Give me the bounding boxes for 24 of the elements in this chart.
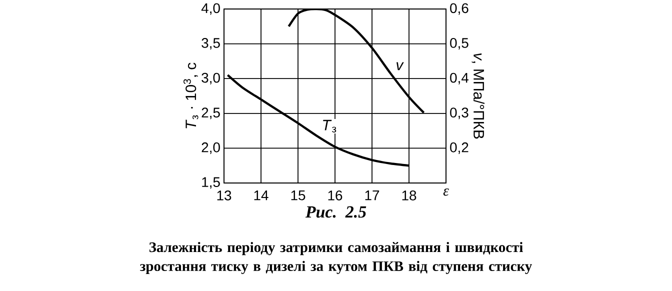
y2-axis-title: v, МПа/°ПКВ [472, 53, 484, 139]
x-tick-label: 16 [328, 190, 342, 200]
y2-tick-label: 0,3 [450, 108, 468, 120]
y-tick-label: 3,5 [202, 38, 220, 50]
y-tick-label: 4,0 [201, 3, 220, 15]
y2-tick-label: 0,6 [450, 3, 468, 15]
y2-tick-label: 0,4 [450, 72, 468, 84]
x-axis-title: ε [443, 188, 449, 196]
y-tick-label: 3,0 [202, 72, 220, 84]
y-tick-label: 2,0 [202, 142, 220, 154]
series-label: T$_{з}$ [323, 120, 336, 132]
y2-tick-label: 0,5 [450, 38, 468, 50]
x-tick-label: 15 [291, 190, 306, 200]
x-tick-label: 17 [365, 190, 380, 200]
x-tick-label: 18 [402, 190, 416, 200]
y-tick-label: 2,5 [202, 108, 220, 120]
x-tick-label: 14 [254, 190, 268, 200]
text: Залежність періоду затримки самозаймання і швидкості зростання тиску в дизелі за кутом ПКВ від ступеня стиску [140, 242, 532, 274]
text: Рис. 2.5 [305, 206, 366, 218]
series-label: v [396, 62, 404, 70]
y2-tick-label: 0,2 [450, 142, 468, 154]
x-tick-label: 13 [217, 190, 232, 200]
y-axis-title: T$_{з}$ · 10$^{3}$, с [183, 62, 198, 128]
y-tick-label: 1,5 [202, 177, 220, 189]
